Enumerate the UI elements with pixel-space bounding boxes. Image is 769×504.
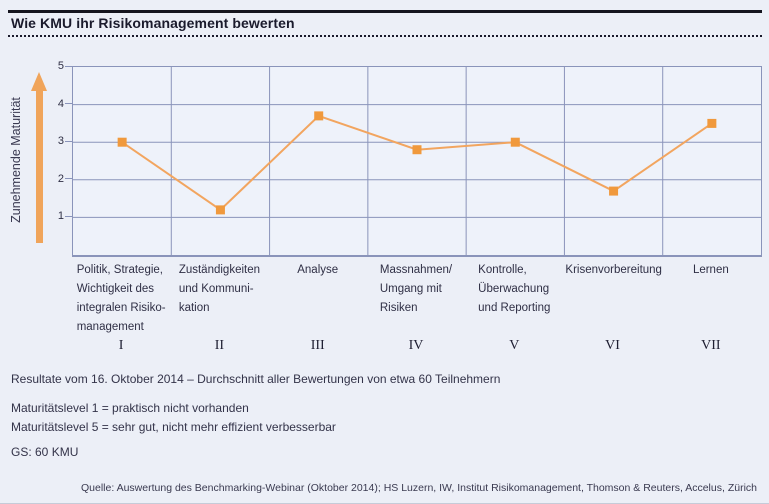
plot-area [72,66,762,257]
x-axis-numeral-V: V [509,338,520,353]
x-axis-numeral-I: I [118,338,124,353]
source-line: Quelle: Auswertung des Benchmarking-Webi… [80,482,757,494]
x-axis-label-text: Politik, Strategie, Wichtigkeit des integr… [76,264,166,333]
data-point-V [510,137,520,147]
note-resultate: Resultate vom 16. Oktober 2014 – Durchsc… [11,372,501,386]
x-axis-numeral-III: III [310,338,325,353]
y-tick-mark-4 [65,103,72,105]
x-axis-label-I: Politik, Strategie, Wichtigkeit des integr… [72,261,170,337]
data-point-II [215,205,225,215]
y-tick-label-5: 5 [57,60,64,72]
y-tick-label-4: 4 [57,97,64,110]
x-axis-numeral-II: II [214,338,225,353]
note-maturity-level-1: Maturitätslevel 1 = praktisch nicht vorh… [11,401,249,415]
x-axis-label-text: Massnahmen/Umgang mit Risiken [379,264,453,314]
y-tick-mark-1 [65,215,72,217]
x-axis-label-III: Analyse [269,261,367,280]
y-tick-mark-5 [65,65,72,67]
x-axis-label-text: Kontrolle, Überwachung und Reporting [478,264,551,314]
x-axis-label-V: Kontrolle, Überwachung und Reporting [465,261,563,318]
maturity-arrow-bar [36,89,43,243]
dotted-rule [8,35,762,37]
top-rule [8,10,762,13]
note-maturity-level-5: Maturitätslevel 5 = sehr gut, nicht mehr… [11,420,336,434]
x-axis-label-text: Zuständigkeiten und Kommuni-kation [178,264,261,314]
data-point-III [314,111,324,121]
x-axis-label-VII: Lernen [662,261,760,280]
x-axis-numeral-VI: VI [605,338,620,353]
y-tick-label-2: 2 [57,172,64,185]
y-tick-mark-3 [65,140,72,142]
line-chart [73,67,761,255]
y-axis-label: Zunehmende Maturität [9,97,23,223]
data-point-I [117,137,127,147]
data-point-IV [412,145,422,155]
y-tick-label-1: 1 [57,210,64,223]
x-axis-label-text: Analyse [297,264,339,276]
data-point-VI [609,186,619,196]
x-axis-numeral-VII: VII [701,338,721,353]
x-axis-label-II: Zuständigkeiten und Kommuni-kation [170,261,268,318]
maturity-arrow-icon [31,72,47,91]
data-point-VII [707,118,717,128]
x-axis-label-IV: Massnahmen/Umgang mit Risiken [367,261,465,318]
x-axis-numeral-IV: IV [408,338,424,353]
x-axis-label-text: Krisenvorbereitung [565,264,662,276]
x-axis-label-text: Lernen [692,264,729,276]
page-title: Wie KMU ihr Risikomanagement bewerten [11,15,295,31]
note-sample-size: GS: 60 KMU [11,445,79,459]
data-line [121,114,713,212]
x-axis-label-VI: Krisenvorbereitung [563,261,662,280]
y-tick-label-3: 3 [57,135,64,148]
y-tick-mark-2 [65,178,72,180]
